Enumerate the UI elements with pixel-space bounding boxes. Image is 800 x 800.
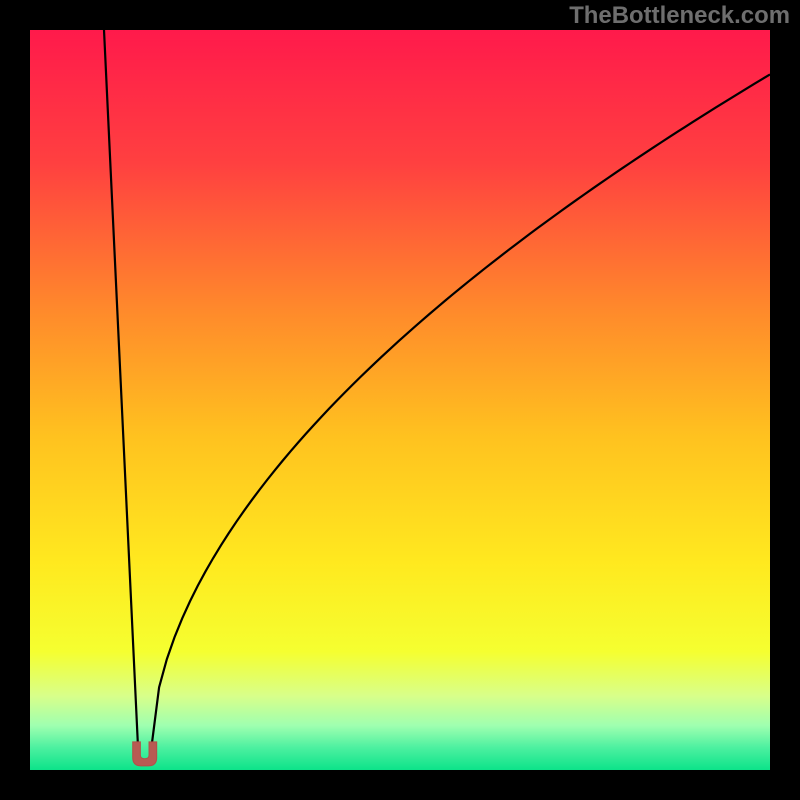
bottleneck-chart: TheBottleneck.com xyxy=(0,0,800,800)
plot-background xyxy=(30,30,770,770)
chart-canvas xyxy=(0,0,800,800)
